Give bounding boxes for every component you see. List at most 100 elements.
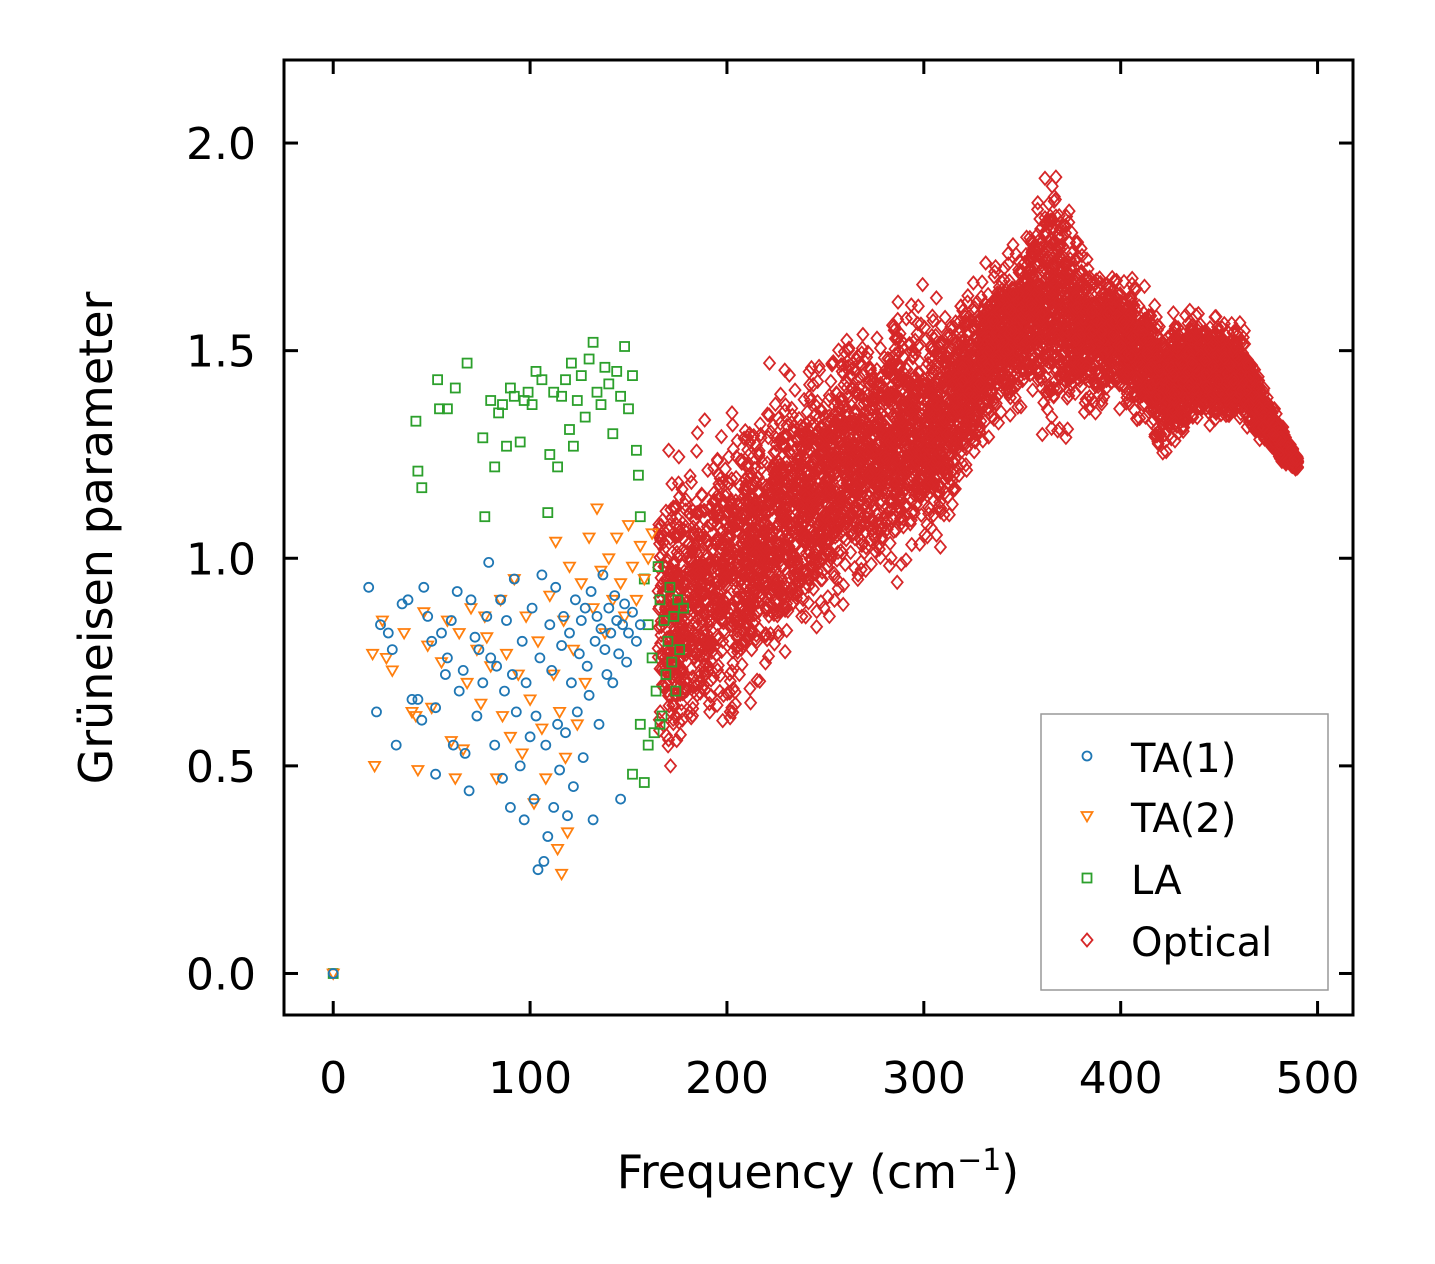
data-point	[657, 534, 671, 550]
data-point	[713, 470, 727, 487]
data-point	[722, 449, 736, 465]
data-point	[1177, 403, 1191, 420]
data-point	[874, 492, 888, 508]
data-point	[794, 439, 809, 456]
data-point	[946, 482, 961, 499]
data-point	[762, 407, 776, 423]
data-point	[879, 361, 893, 378]
data-point	[799, 440, 813, 457]
data-point	[883, 402, 898, 419]
data-point	[1127, 280, 1141, 297]
data-point	[1038, 344, 1052, 361]
data-point	[1049, 169, 1063, 185]
data-point	[1075, 247, 1089, 264]
data-point	[954, 334, 968, 350]
data-point	[948, 314, 963, 330]
data-point	[1222, 402, 1237, 418]
data-point	[711, 657, 725, 674]
data-point	[914, 507, 928, 523]
data-point	[814, 418, 828, 435]
data-point	[780, 622, 794, 639]
data-point	[701, 533, 715, 550]
data-point	[778, 478, 792, 494]
data-point	[1048, 373, 1062, 390]
data-point	[849, 442, 863, 459]
data-point	[672, 449, 686, 465]
data-point	[1159, 443, 1173, 460]
data-point	[782, 367, 797, 383]
data-point	[905, 536, 919, 553]
data-point	[662, 442, 676, 459]
data-point	[651, 640, 665, 657]
data-point	[830, 527, 844, 544]
data-point	[910, 326, 924, 342]
data-point	[987, 411, 1001, 428]
data-point	[818, 444, 832, 460]
data-point	[1113, 400, 1127, 417]
data-point	[1070, 234, 1085, 251]
data-point	[886, 494, 900, 511]
data-point	[753, 673, 767, 690]
data-point	[981, 298, 995, 315]
data-point	[701, 462, 715, 479]
data-point	[769, 534, 784, 550]
data-point	[684, 474, 699, 491]
data-point	[690, 425, 705, 441]
data-point	[1033, 211, 1047, 227]
data-point	[1038, 209, 1052, 226]
data-point	[822, 387, 837, 404]
data-point	[702, 571, 716, 587]
data-point	[730, 640, 744, 656]
data-point	[911, 298, 925, 315]
data-point	[1065, 224, 1079, 241]
data-point	[1035, 380, 1049, 396]
data-point	[653, 704, 667, 720]
data-point	[855, 438, 869, 455]
data-point	[841, 342, 856, 359]
data-point	[1190, 409, 1204, 426]
data-point	[690, 504, 705, 521]
data-point	[1221, 407, 1235, 423]
data-point	[693, 684, 707, 701]
data-point	[726, 655, 740, 672]
data-point	[827, 565, 841, 582]
data-point	[718, 461, 732, 477]
data-point	[1148, 426, 1162, 443]
data-point	[775, 503, 789, 520]
data-point	[864, 366, 879, 383]
data-point	[750, 672, 764, 689]
data-point	[873, 549, 888, 566]
data-point	[859, 515, 874, 532]
data-point	[1024, 360, 1039, 376]
data-point	[730, 644, 745, 660]
data-point	[882, 557, 897, 574]
data-point	[1059, 429, 1073, 446]
data-point	[773, 415, 788, 432]
data-point	[1009, 246, 1023, 263]
data-point	[713, 667, 727, 684]
data-point	[738, 632, 753, 649]
data-point	[778, 397, 793, 413]
data-point	[933, 539, 948, 555]
data-point	[907, 505, 921, 522]
data-point	[892, 343, 907, 360]
data-point	[989, 395, 1003, 412]
data-point	[925, 308, 940, 325]
data-point	[672, 714, 686, 731]
data-point	[699, 645, 713, 662]
data-point	[771, 603, 785, 620]
data-point	[1005, 372, 1019, 388]
data-point	[723, 704, 737, 720]
data-point	[662, 687, 676, 703]
data-point	[673, 726, 688, 743]
data-point	[743, 694, 758, 711]
data-point	[941, 345, 955, 361]
data-point	[795, 441, 809, 458]
data-point	[1203, 417, 1217, 433]
data-point	[1156, 444, 1170, 461]
data-point	[762, 355, 777, 371]
data-point	[788, 382, 802, 398]
data-point	[852, 501, 866, 518]
data-point	[785, 400, 799, 417]
data-point	[899, 497, 914, 514]
